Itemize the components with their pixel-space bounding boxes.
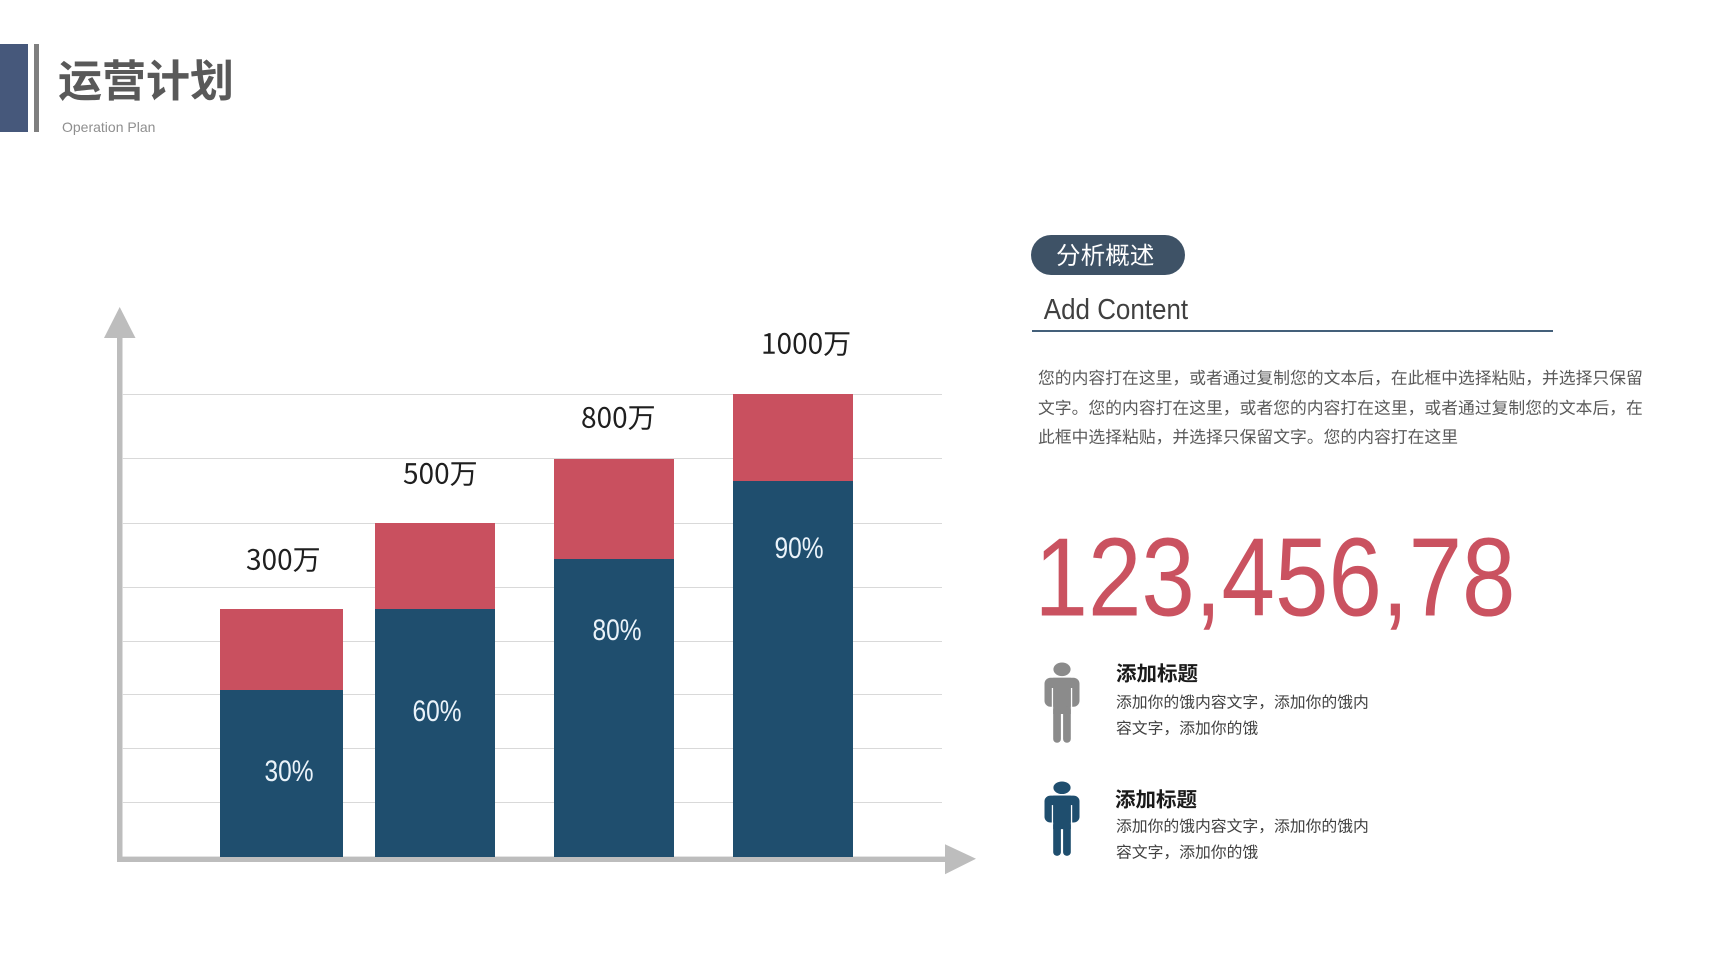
svg-text:60%: 60%: [413, 695, 462, 728]
svg-text:30%: 30%: [264, 755, 313, 788]
svg-text:90%: 90%: [775, 532, 824, 565]
svg-text:80%: 80%: [592, 614, 641, 647]
svg-text:123,456,78: 123,456,78: [1035, 515, 1516, 640]
svg-text:Add Content: Add Content: [1043, 294, 1187, 326]
